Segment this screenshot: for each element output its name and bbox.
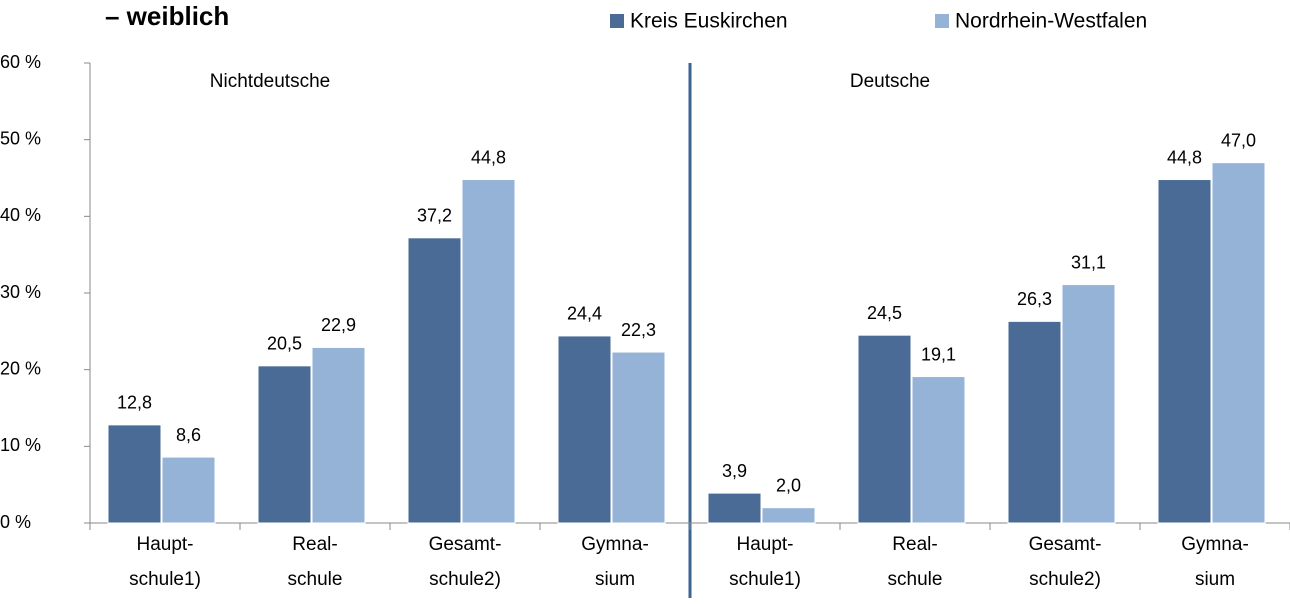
value-label: 47,0 xyxy=(1221,130,1256,150)
value-label: 24,4 xyxy=(567,304,602,324)
bar xyxy=(1061,284,1116,524)
value-label: 31,1 xyxy=(1071,252,1106,272)
bar xyxy=(257,365,312,524)
value-label: 44,8 xyxy=(1167,147,1202,167)
value-label: 3,9 xyxy=(722,461,747,481)
bar xyxy=(461,179,516,524)
value-label: 8,6 xyxy=(176,425,201,445)
value-label: 2,0 xyxy=(776,475,801,495)
bar xyxy=(557,335,612,524)
legend-label: Nordrhein-Westfalen xyxy=(955,10,1147,33)
bar xyxy=(1157,179,1212,524)
chart-title: – weiblich xyxy=(105,1,229,31)
bar xyxy=(761,507,816,524)
legend-swatch xyxy=(935,14,949,28)
y-tick-label: 30 % xyxy=(0,282,41,302)
x-tick-label: Gesamt- schule2) xyxy=(1028,534,1102,590)
group-label: Nichtdeutsche xyxy=(210,71,330,92)
value-label: 24,5 xyxy=(867,303,902,323)
x-tick-label: Real- schule xyxy=(287,534,343,590)
x-tick-label: Haupt- schule1) xyxy=(729,534,801,590)
y-tick-label: 0 % xyxy=(0,512,31,532)
y-tick-label: 50 % xyxy=(0,128,41,148)
bar xyxy=(161,456,216,524)
bar xyxy=(611,351,666,524)
bar xyxy=(857,334,912,524)
value-label: 20,5 xyxy=(267,334,302,354)
value-label: 26,3 xyxy=(1017,289,1052,309)
legend-label: Kreis Euskirchen xyxy=(630,10,788,33)
value-label: 37,2 xyxy=(417,206,452,226)
bar xyxy=(407,237,462,524)
x-tick-label: Haupt- schule1) xyxy=(129,534,201,590)
bar xyxy=(1211,162,1266,524)
bar xyxy=(311,346,366,524)
value-label: 22,3 xyxy=(621,320,656,340)
bar xyxy=(707,492,762,524)
y-tick-label: 10 % xyxy=(0,435,41,455)
legend-swatch xyxy=(610,14,624,28)
value-label: 22,9 xyxy=(321,315,356,335)
y-tick-label: 40 % xyxy=(0,205,41,225)
x-tick-label: Gesamt- schule2) xyxy=(428,534,502,590)
y-tick-label: 20 % xyxy=(0,358,41,378)
group-label: Deutsche xyxy=(850,71,930,92)
value-label: 12,8 xyxy=(117,393,152,413)
value-label: 19,1 xyxy=(921,344,956,364)
x-tick-label: Gymna- sium xyxy=(581,534,649,590)
bar xyxy=(911,376,966,524)
x-tick-label: Real- schule xyxy=(887,534,943,590)
value-label: 44,8 xyxy=(471,147,506,167)
x-tick-label: Gymna- sium xyxy=(1181,534,1249,590)
y-tick-label: 60 % xyxy=(0,52,41,72)
bar xyxy=(1007,320,1062,524)
bar xyxy=(107,424,162,524)
